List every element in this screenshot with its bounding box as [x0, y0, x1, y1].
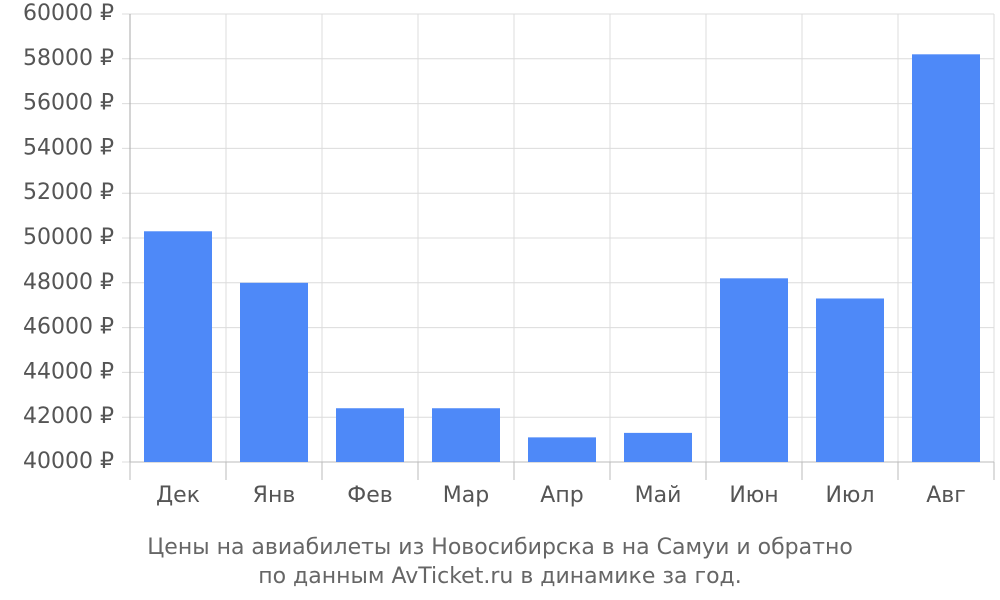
x-tick-label: Авг [926, 483, 966, 508]
bar [528, 437, 596, 462]
bar [912, 54, 980, 462]
x-tick-label: Июл [825, 483, 874, 508]
x-tick-label: Янв [253, 483, 296, 508]
x-tick-label: Фев [347, 483, 392, 508]
bar [624, 432, 692, 462]
y-tick-label: 48000 ₽ [23, 270, 114, 295]
chart-title: по данным AvTicket.ru в динамике за год. [258, 564, 742, 589]
y-tick-label: 52000 ₽ [23, 180, 114, 205]
y-tick-label: 46000 ₽ [23, 315, 114, 340]
bar [240, 282, 308, 462]
y-tick-label: 40000 ₽ [23, 449, 114, 474]
y-tick-label: 54000 ₽ [23, 135, 114, 160]
x-tick-label: Май [635, 483, 682, 508]
bar [336, 408, 404, 462]
y-tick-label: 60000 ₽ [23, 1, 114, 26]
y-tick-label: 50000 ₽ [23, 225, 114, 250]
y-tick-label: 42000 ₽ [23, 404, 114, 429]
x-tick-label: Апр [540, 483, 583, 508]
y-tick-label: 58000 ₽ [23, 46, 114, 71]
y-tick-label: 56000 ₽ [23, 91, 114, 116]
bar [432, 408, 500, 462]
y-tick-label: 44000 ₽ [23, 359, 114, 384]
x-tick-label: Мар [443, 483, 489, 508]
chart-title: Цены на авиабилеты из Новосибирска в на … [147, 535, 853, 560]
x-tick-label: Июн [729, 483, 778, 508]
bar [720, 278, 788, 462]
bar [816, 298, 884, 462]
bar [144, 231, 212, 462]
x-tick-label: Дек [156, 483, 200, 508]
